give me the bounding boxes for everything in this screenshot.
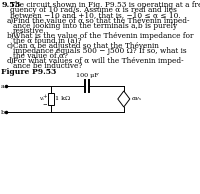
Text: the value of α?: the value of α? (13, 52, 68, 60)
Text: quency of 10 rad/s. Assume α is real and lies: quency of 10 rad/s. Assume α is real and… (10, 6, 177, 14)
Text: Can α be adjusted so that the Thévenin: Can α be adjusted so that the Thévenin (13, 42, 159, 50)
Text: What is the value of the Thévenin impedance for: What is the value of the Thévenin impeda… (13, 32, 193, 40)
Text: αvₓ: αvₓ (131, 96, 141, 101)
Text: between −10 and +10, that is, −10 ≤ α ≤ 10.: between −10 and +10, that is, −10 ≤ α ≤ … (10, 11, 181, 19)
Bar (48, 93, 54, 105)
Text: b: b (0, 109, 5, 114)
Polygon shape (118, 91, 130, 107)
Text: ance be inductive?: ance be inductive? (13, 62, 82, 70)
Text: vₓ: vₓ (40, 95, 45, 100)
Text: a: a (1, 83, 5, 88)
Text: The circuit shown in Fig. P9.53 is operating at a fre-: The circuit shown in Fig. P9.53 is opera… (10, 1, 200, 9)
Text: −: − (42, 101, 47, 106)
Text: 1 kΩ: 1 kΩ (55, 96, 70, 101)
Text: 9.53: 9.53 (1, 1, 20, 9)
Text: b): b) (7, 32, 14, 40)
Text: +: + (42, 94, 47, 99)
Text: Figure P9.53: Figure P9.53 (1, 68, 57, 76)
Text: 100 μF: 100 μF (76, 73, 99, 78)
Text: ance looking into the terminals a,b is purely: ance looking into the terminals a,b is p… (13, 22, 177, 30)
Text: a): a) (7, 17, 14, 25)
Text: d): d) (7, 57, 14, 65)
Text: For what values of α will the Thévenin imped-: For what values of α will the Thévenin i… (13, 57, 183, 65)
Text: c): c) (7, 42, 14, 50)
Text: resistive.: resistive. (13, 27, 46, 35)
Text: the α found in (a)?: the α found in (a)? (13, 37, 81, 45)
Text: impedance equals 500 − j500 Ω? If so, what is: impedance equals 500 − j500 Ω? If so, wh… (13, 47, 186, 55)
Text: Find the value of α so that the Thévenin imped-: Find the value of α so that the Thévenin… (13, 17, 189, 25)
